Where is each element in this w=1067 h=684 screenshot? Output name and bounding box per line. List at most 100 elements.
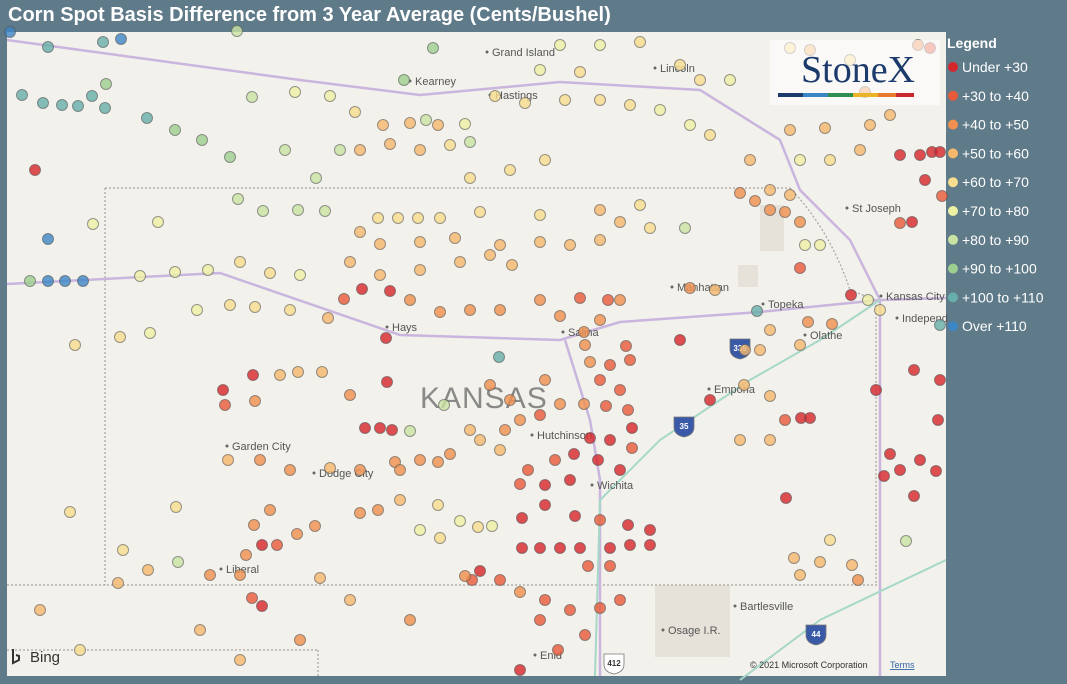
site-marker	[826, 318, 838, 330]
site-marker	[170, 501, 182, 513]
site-marker	[334, 144, 346, 156]
site-marker	[799, 239, 811, 251]
site-marker	[412, 212, 424, 224]
site-marker	[284, 304, 296, 316]
roads	[6, 38, 947, 676]
site-marker	[310, 172, 322, 184]
place-dot	[225, 444, 229, 448]
site-marker	[559, 94, 571, 106]
site-marker	[380, 332, 392, 344]
site-marker	[574, 542, 586, 554]
site-marker	[764, 204, 776, 216]
logo-bar	[803, 93, 828, 97]
road	[739, 559, 947, 681]
site-marker	[674, 59, 686, 71]
site-marker	[539, 499, 551, 511]
site-marker	[392, 212, 404, 224]
site-marker	[934, 319, 946, 331]
site-marker	[594, 514, 606, 526]
site-marker	[354, 144, 366, 156]
site-marker	[514, 664, 526, 676]
site-marker	[264, 267, 276, 279]
site-marker	[449, 232, 461, 244]
site-marker	[494, 574, 506, 586]
site-marker	[534, 64, 546, 76]
site-marker	[381, 376, 393, 388]
terms-link[interactable]: Terms	[890, 660, 915, 670]
site-marker	[196, 134, 208, 146]
site-marker	[614, 464, 626, 476]
site-marker	[324, 90, 336, 102]
site-marker	[764, 324, 776, 336]
legend-label: +60 to +70	[962, 174, 1029, 190]
logo: StoneX	[770, 40, 940, 105]
site-marker	[474, 434, 486, 446]
site-marker	[751, 305, 763, 317]
place-label: St Joseph	[852, 203, 901, 215]
place-dot	[653, 66, 657, 70]
state-border	[789, 187, 877, 585]
legend-label: +50 to +60	[962, 145, 1029, 161]
site-marker	[464, 172, 476, 184]
site-marker	[900, 535, 912, 547]
logo-bar	[878, 93, 896, 97]
site-marker	[240, 549, 252, 561]
site-marker	[824, 154, 836, 166]
legend-label: +30 to +40	[962, 88, 1029, 104]
place-dot	[219, 567, 223, 571]
site-marker	[788, 552, 800, 564]
site-marker	[884, 448, 896, 460]
site-marker	[284, 464, 296, 476]
land-area	[738, 265, 758, 287]
boundaries	[7, 187, 880, 676]
site-marker	[602, 294, 614, 306]
site-marker	[141, 112, 153, 124]
place-label: Hastings	[495, 90, 538, 102]
site-marker	[42, 41, 54, 53]
site-marker	[739, 344, 751, 356]
site-marker	[932, 414, 944, 426]
site-marker	[34, 604, 46, 616]
site-marker	[324, 462, 336, 474]
site-marker	[784, 189, 796, 201]
site-marker	[354, 507, 366, 519]
site-marker	[349, 106, 361, 118]
site-marker	[374, 422, 386, 434]
site-marker	[494, 444, 506, 456]
site-marker	[604, 434, 616, 446]
site-marker	[579, 629, 591, 641]
site-marker	[604, 359, 616, 371]
site-marker	[414, 524, 426, 536]
place-dot	[533, 653, 537, 657]
site-marker	[56, 99, 68, 111]
site-marker	[97, 36, 109, 48]
site-marker	[294, 634, 306, 646]
site-marker	[539, 594, 551, 606]
site-marker	[644, 539, 656, 551]
site-marker	[234, 256, 246, 268]
place-dot	[895, 316, 899, 320]
site-marker	[374, 238, 386, 250]
site-marker	[69, 339, 81, 351]
site-marker	[578, 398, 590, 410]
site-marker	[679, 222, 691, 234]
site-marker	[372, 212, 384, 224]
site-marker	[494, 239, 506, 251]
site-marker	[444, 139, 456, 151]
site-marker	[114, 331, 126, 343]
site-marker	[344, 389, 356, 401]
site-marker	[874, 304, 886, 316]
place-label: Hays	[392, 322, 418, 334]
legend-label: +40 to +50	[962, 117, 1029, 133]
legend-label: +90 to +100	[962, 261, 1037, 277]
site-marker	[72, 100, 84, 112]
site-marker	[738, 379, 750, 391]
road	[6, 271, 947, 342]
site-marker	[594, 602, 606, 614]
site-marker	[100, 78, 112, 90]
site-marker	[354, 226, 366, 238]
legend-swatch	[948, 292, 958, 303]
site-marker	[884, 109, 896, 121]
